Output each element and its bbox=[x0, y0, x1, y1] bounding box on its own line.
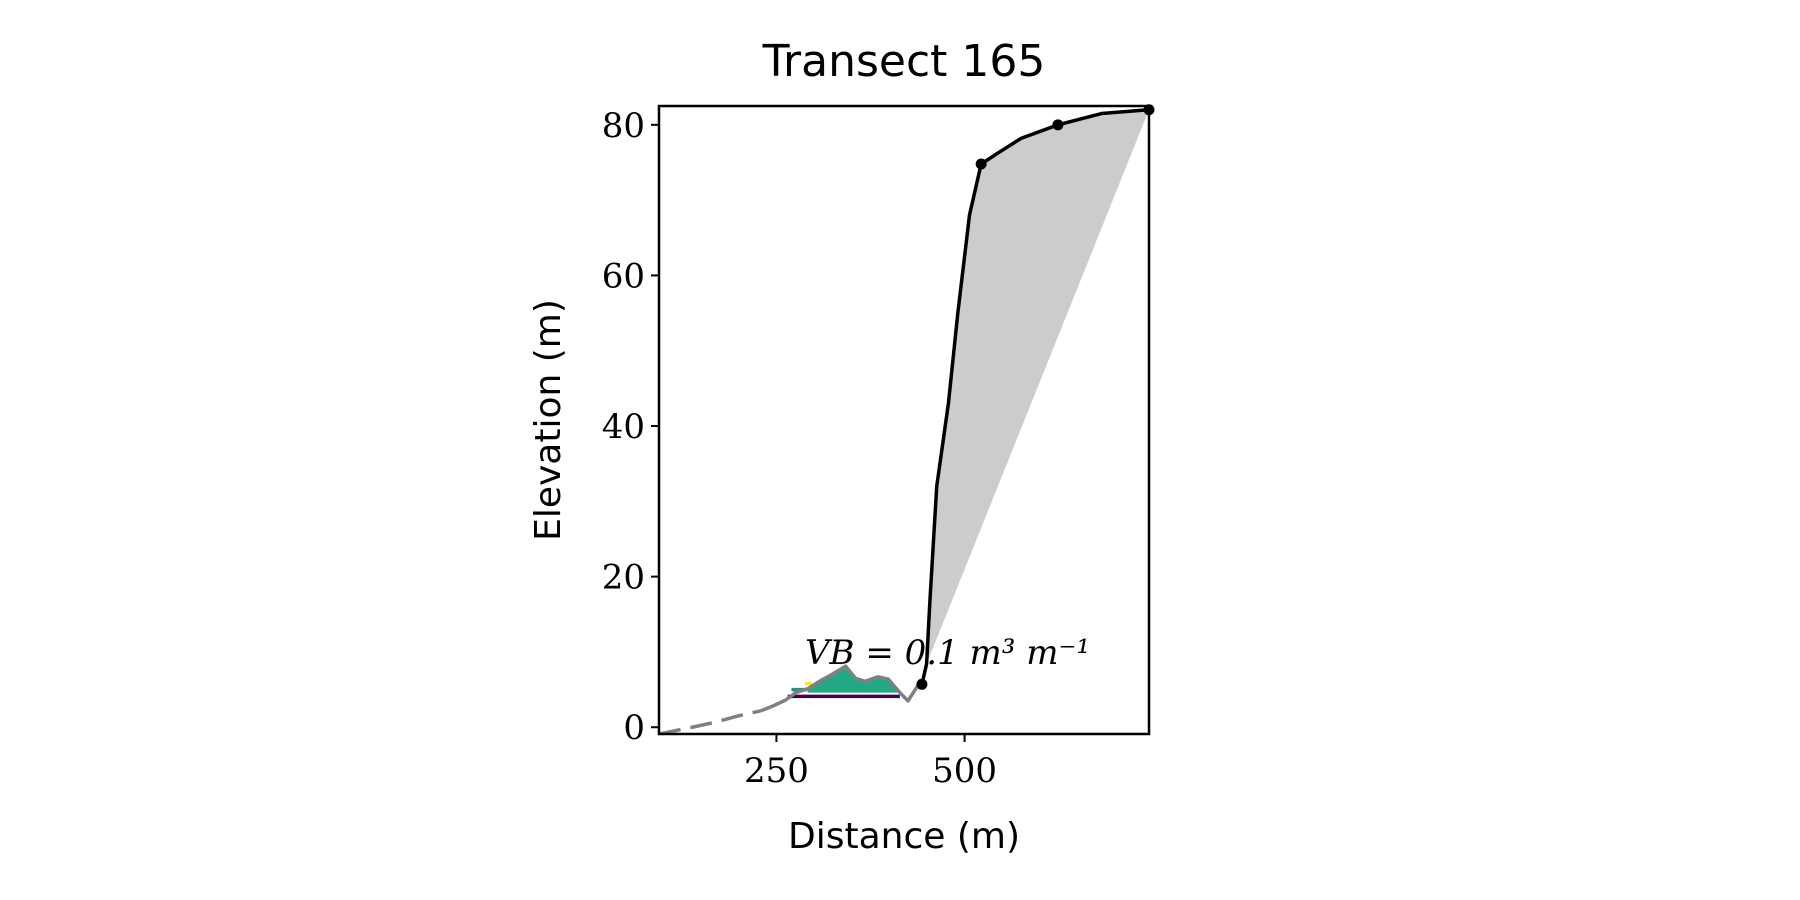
y-tick-label: 0 bbox=[623, 708, 645, 748]
plot-area: VB = 0.1 m³ m⁻¹ 250 500 0 20 40 60 80 bbox=[602, 104, 1155, 791]
annotation: VB = 0.1 m³ m⁻¹ bbox=[805, 633, 1090, 673]
y-axis-label: Elevation (m) bbox=[528, 299, 569, 541]
marker bbox=[1052, 119, 1064, 131]
filled-area bbox=[807, 666, 900, 693]
x-axis-label: Distance (m) bbox=[788, 816, 1020, 857]
y-tick-label: 60 bbox=[602, 256, 645, 296]
y-tick-label: 20 bbox=[602, 558, 645, 598]
x-tick-label: 250 bbox=[744, 751, 809, 791]
shaded-area bbox=[926, 109, 1149, 664]
marker bbox=[975, 158, 987, 170]
y-tick-label: 80 bbox=[602, 106, 645, 146]
profile-line bbox=[760, 664, 923, 713]
x-tick-label: 500 bbox=[932, 751, 997, 791]
chart-title: Transect 165 bbox=[762, 36, 1046, 87]
y-tick-label: 40 bbox=[602, 407, 645, 447]
marker bbox=[916, 678, 928, 690]
series-group bbox=[659, 108, 1149, 734]
axes-frame bbox=[657, 104, 1151, 736]
